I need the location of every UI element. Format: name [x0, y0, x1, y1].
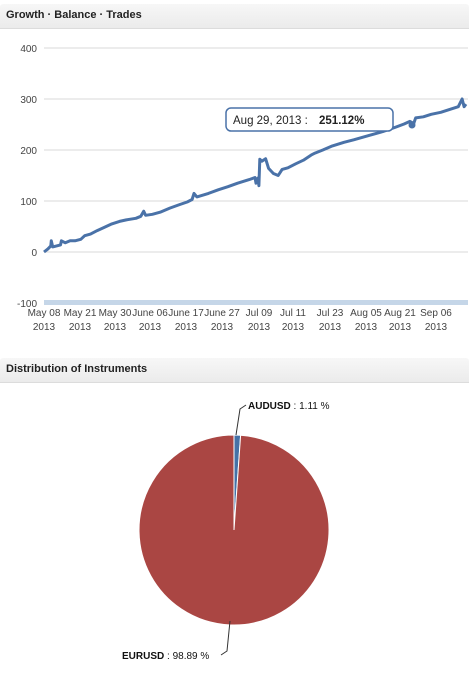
x-tick-year: 2013: [248, 322, 271, 333]
x-tick-year: 2013: [33, 322, 56, 333]
x-tick-label: Jul 09: [246, 308, 273, 319]
tooltip-value: 251.12%: [319, 115, 364, 127]
x-tick-label: May 21: [64, 308, 97, 319]
pie-slice-eurusd: [138, 434, 330, 626]
x-tick-year: 2013: [139, 322, 162, 333]
navigator-scrollbar[interactable]: [44, 300, 468, 305]
y-tick-label: 0: [31, 248, 37, 259]
distribution-panel-header: Distribution of Instruments: [0, 358, 469, 383]
audusd-label: AUDUSD : 1.11 %: [248, 401, 330, 412]
x-tick-year: 2013: [175, 322, 198, 333]
x-axis-ticks: May 08 2013 May 21 2013 May 30 2013 June 06 201…: [28, 308, 453, 333]
distribution-pie-chart: AUDUSD : 1.11 % EURUSD : 98.89 %: [122, 401, 330, 662]
y-axis-ticks: 400 300 200 100 0 -100: [17, 44, 37, 310]
x-tick-label: May 30: [99, 308, 132, 319]
tooltip: Aug 29, 2013 : 251.12%: [225, 107, 394, 132]
x-tick-year: 2013: [319, 322, 342, 333]
x-tick-label: Jul 11: [280, 308, 306, 319]
growth-panel-header: Growth · Balance · Trades: [0, 4, 469, 29]
y-tick-label: -100: [17, 299, 37, 310]
x-tick-label: June 06: [132, 308, 168, 319]
growth-series-line: [43, 97, 468, 254]
eurusd-name: EURUSD: [122, 651, 164, 662]
y-tick-label: 400: [20, 44, 37, 55]
svg-text:Aug 29, 2013 : 251.12%: Aug 29, 2013 : 251.12%: [233, 115, 364, 127]
eurusd-connector: [220, 620, 231, 656]
audusd-value: : 1.11 %: [291, 401, 330, 412]
x-tick-label: Aug 21: [384, 308, 416, 319]
y-tick-label: 100: [20, 197, 37, 208]
x-tick-label: May 08: [28, 308, 61, 319]
x-tick-year: 2013: [211, 322, 234, 333]
eurusd-label: EURUSD : 98.89 %: [122, 651, 209, 662]
growth-panel-title: Growth · Balance · Trades: [6, 9, 142, 21]
y-tick-label: 200: [20, 146, 37, 157]
eurusd-value: : 98.89 %: [164, 651, 209, 662]
tooltip-date: Aug 29, 2013 :: [233, 115, 308, 127]
pie-slices: [138, 434, 330, 626]
x-tick-label: Sep 06: [420, 308, 452, 319]
x-tick-label: Aug 05: [350, 308, 382, 319]
audusd-connector: [235, 404, 247, 436]
x-tick-label: June 17: [168, 308, 204, 319]
x-tick-year: 2013: [69, 322, 92, 333]
audusd-name: AUDUSD: [248, 401, 291, 412]
x-tick-label: June 27: [204, 308, 240, 319]
x-tick-year: 2013: [355, 322, 378, 333]
tooltip-point-marker: [408, 121, 416, 129]
x-tick-year: 2013: [425, 322, 448, 333]
x-tick-label: Jul 23: [317, 308, 344, 319]
chart-gridlines: [44, 47, 468, 304]
tooltip-box: [225, 107, 394, 132]
y-tick-label: 300: [20, 95, 37, 106]
distribution-panel-title: Distribution of Instruments: [6, 363, 148, 375]
x-tick-year: 2013: [282, 322, 305, 333]
x-tick-year: 2013: [389, 322, 412, 333]
x-tick-year: 2013: [104, 322, 127, 333]
